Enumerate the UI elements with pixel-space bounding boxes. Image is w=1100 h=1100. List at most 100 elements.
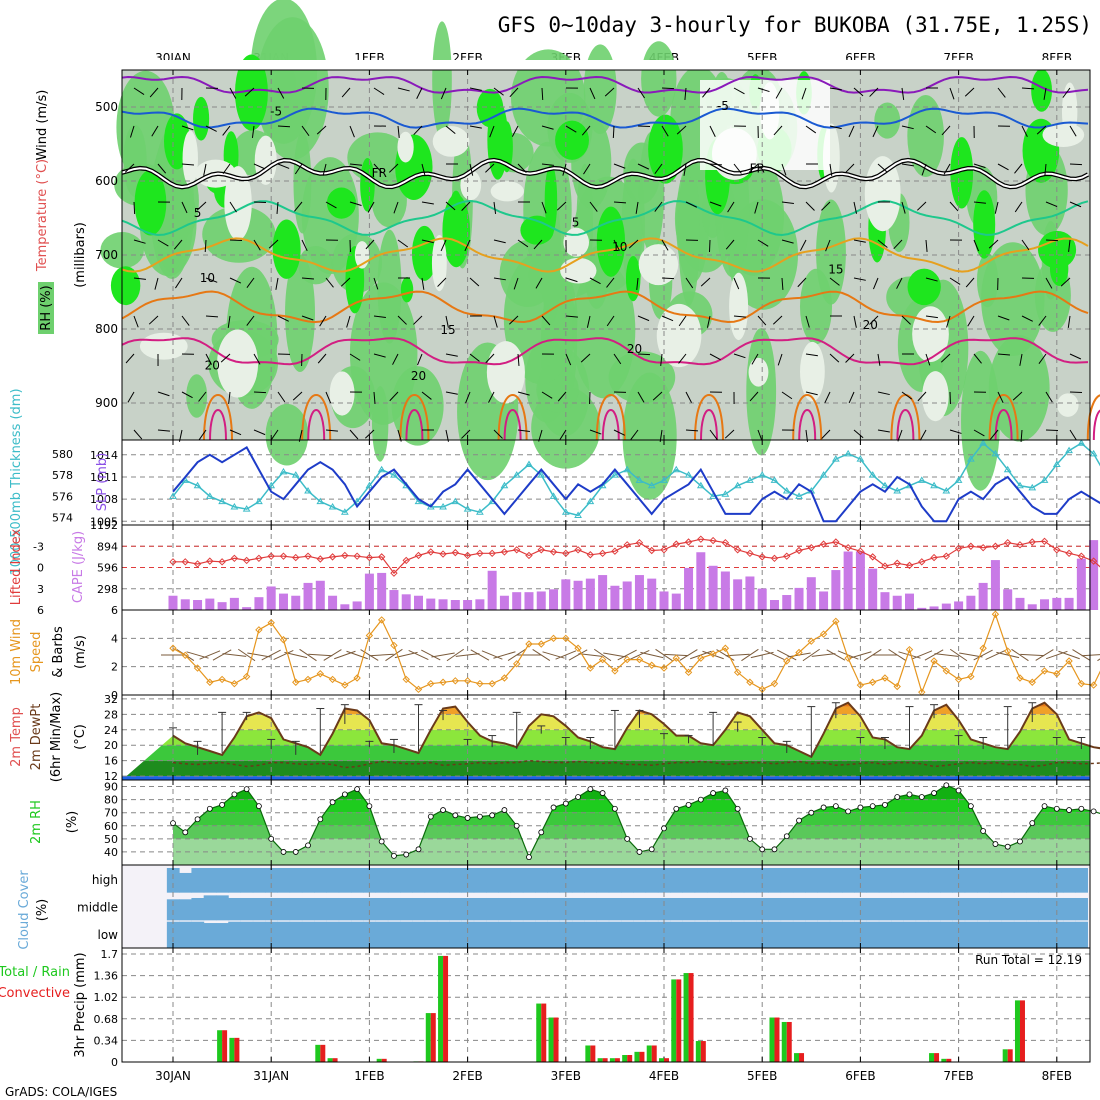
cloud-middle-bar xyxy=(436,897,450,921)
wind-barb xyxy=(925,353,931,366)
wind-tick-label: 0 xyxy=(111,689,118,702)
wind-barb xyxy=(949,87,955,100)
wind-barb xyxy=(277,125,291,128)
cloud-high-bar xyxy=(535,866,548,893)
thickness-point xyxy=(279,467,288,475)
wind-barb xyxy=(532,649,551,661)
cloud-middle-bar xyxy=(203,895,217,921)
lifted-index-point xyxy=(279,552,288,560)
cloud-middle-bar xyxy=(240,897,254,921)
wind-barb xyxy=(661,277,675,280)
lifted-index-point xyxy=(390,569,398,577)
thickness-point xyxy=(819,471,828,478)
cape-bar xyxy=(303,582,313,610)
wind-barb xyxy=(392,353,399,365)
precip-legend-total: Total / Rain xyxy=(0,965,70,980)
cape-bar xyxy=(819,591,829,610)
rh-shade-moist xyxy=(961,350,1000,491)
precip-total-bar xyxy=(229,1037,235,1062)
wind-barb xyxy=(797,277,807,288)
thickness-point xyxy=(795,492,803,499)
wind-barb xyxy=(301,239,308,252)
cape-bar xyxy=(917,607,927,610)
wind-speed-point xyxy=(439,678,447,686)
cape-tick-label: 1192 xyxy=(90,519,118,532)
wind-barb xyxy=(364,429,375,439)
wind-barb xyxy=(959,652,983,658)
cape-bar xyxy=(905,593,914,610)
wind-barb xyxy=(397,315,407,325)
wind-barb xyxy=(389,163,399,173)
wind-speed-point xyxy=(856,681,865,689)
wind-barb xyxy=(733,163,742,174)
lifted-index-point xyxy=(905,561,914,570)
wind-barb xyxy=(455,653,480,657)
wind-barb xyxy=(133,239,146,244)
wind-barb xyxy=(877,391,890,396)
wind-barb xyxy=(1045,277,1053,289)
lifted-index-point xyxy=(1089,557,1098,565)
wind-barb xyxy=(541,391,553,399)
rh2m-point xyxy=(476,813,483,820)
wind-barb xyxy=(157,391,170,397)
cloud-high-bar xyxy=(375,866,389,893)
rh-shade-moist xyxy=(907,95,944,177)
wind-barb xyxy=(541,87,544,101)
bottom-date-label: 5FEB xyxy=(747,1069,777,1083)
lifted-index-point xyxy=(881,562,889,570)
wind-barb xyxy=(685,391,692,403)
cloud-high-bar xyxy=(584,866,597,893)
lifted-index-point xyxy=(169,558,177,566)
cloud-middle-bar xyxy=(228,897,242,921)
rh2m-point xyxy=(317,816,324,823)
cloud-middle-bar xyxy=(191,897,205,921)
cloud-panel: high middle low Cloud Cover (%) xyxy=(17,864,1091,950)
precip-convective-bar xyxy=(700,1041,706,1062)
rh2m-point xyxy=(673,805,680,812)
wind-barb xyxy=(247,652,271,658)
cape-bar xyxy=(929,606,939,610)
thickness-point xyxy=(844,449,853,457)
wind-barb xyxy=(578,653,603,657)
rh-shade-saturated xyxy=(1031,68,1053,112)
bottom-date-label: 8FEB xyxy=(1042,1069,1072,1083)
thickness-point xyxy=(721,490,730,497)
cloud-high-bar xyxy=(486,866,499,893)
rh-shade-dry xyxy=(431,235,447,292)
rh2m-point xyxy=(1090,808,1097,815)
cloud-high-bar xyxy=(768,866,782,893)
cape-bar xyxy=(769,600,779,610)
rh2m-point xyxy=(526,854,532,861)
wind-barb xyxy=(253,391,267,394)
wind-barb xyxy=(397,87,410,92)
wind-barb xyxy=(661,125,669,137)
rh2m-point xyxy=(501,807,508,813)
rh-shade-moist xyxy=(874,102,901,139)
bottom-date-axis: 30JAN 31JAN 1FEB 2FEB 3FEB 4FEB 5FEB 6FEB 7FEB 8F… xyxy=(155,1069,1072,1083)
rh2m-point xyxy=(354,786,361,793)
temperature-contour-25 xyxy=(792,394,823,441)
panel-axis-label: SLP (mb) xyxy=(95,453,110,512)
wind-barb xyxy=(349,429,359,440)
rh2m-point xyxy=(489,812,496,819)
wind-barb xyxy=(655,648,673,662)
contour-label: 5 xyxy=(572,216,580,230)
contour-label: FR xyxy=(372,166,387,180)
lifted-index-point xyxy=(648,546,656,555)
wind-barb xyxy=(1014,163,1023,174)
bottom-date-label: 6FEB xyxy=(845,1069,875,1083)
wind-barb xyxy=(133,201,136,215)
wind-barb xyxy=(465,391,471,404)
wind-barb xyxy=(781,163,787,176)
panel-axis-label: 10m Wind xyxy=(9,619,24,685)
cloud-middle-bar xyxy=(1075,897,1088,921)
thickness-point xyxy=(856,455,865,462)
cloud-high-bar xyxy=(363,866,377,893)
wind-barb xyxy=(1021,239,1030,251)
wind-speed-point xyxy=(967,672,975,681)
cloud-high-bar xyxy=(461,866,475,893)
cloud-low-bar xyxy=(571,921,585,948)
wind-barb xyxy=(181,315,190,326)
thickness-point xyxy=(328,502,337,510)
cloud-middle-bar xyxy=(559,897,573,921)
